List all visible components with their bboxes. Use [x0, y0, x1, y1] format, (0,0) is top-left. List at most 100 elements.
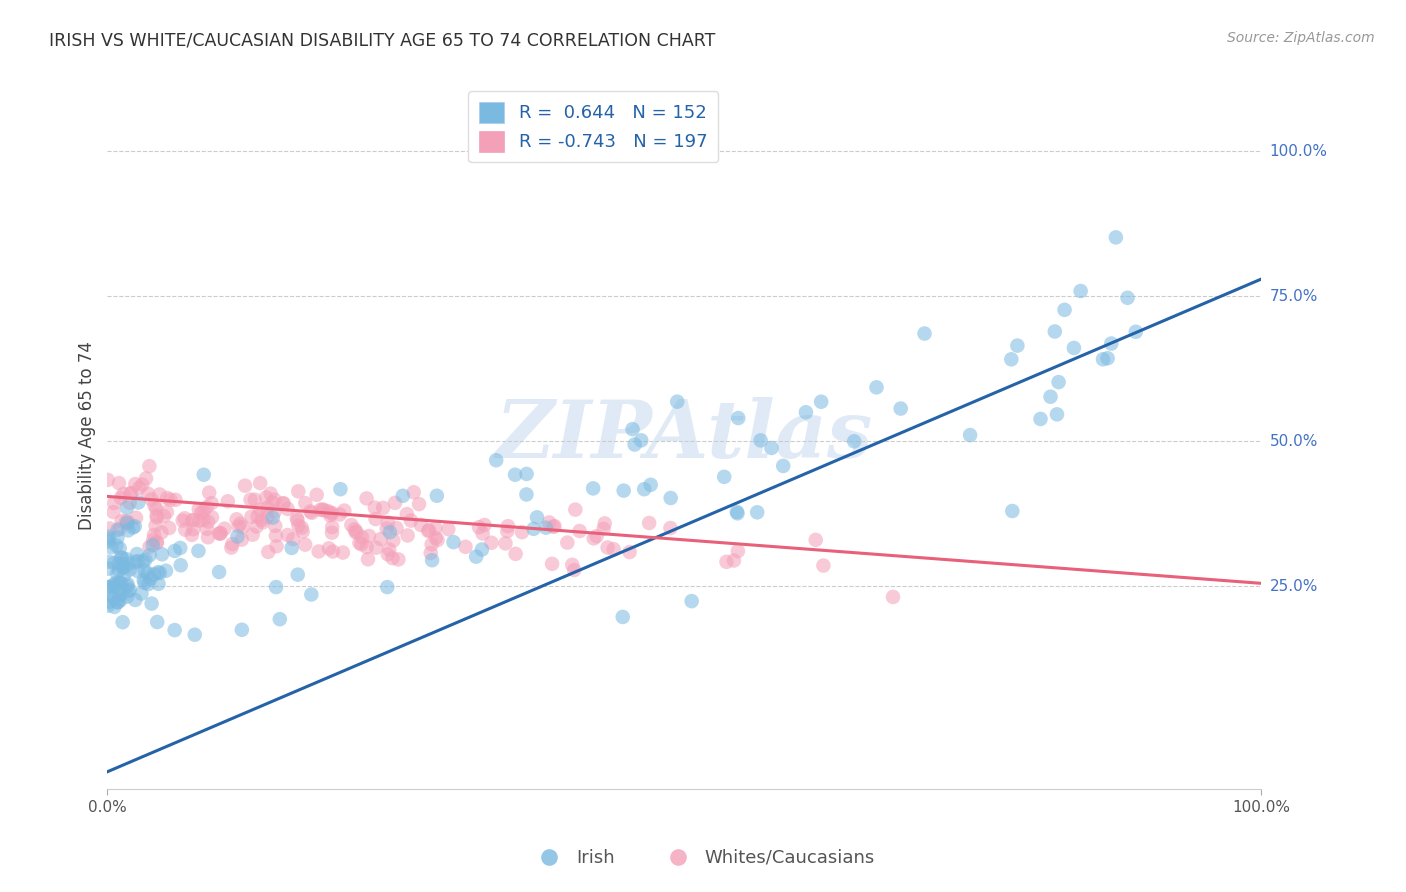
Point	[259, 486, 281, 500]
Point	[125, 555, 148, 569]
Point	[153, 509, 176, 524]
Point	[281, 532, 304, 546]
Point	[184, 628, 207, 642]
Point	[396, 528, 419, 542]
Point	[187, 544, 209, 558]
Point	[523, 522, 546, 536]
Point	[287, 567, 309, 582]
Point	[727, 506, 749, 520]
Point	[510, 525, 533, 540]
Point	[329, 508, 352, 522]
Point	[582, 481, 605, 495]
Point	[169, 541, 191, 555]
Point	[612, 610, 634, 624]
Point	[262, 495, 284, 509]
Point	[277, 502, 299, 516]
Point	[136, 487, 159, 501]
Point	[232, 520, 254, 534]
Point	[505, 547, 527, 561]
Point	[132, 554, 155, 568]
Point	[408, 497, 430, 511]
Point	[125, 510, 148, 524]
Point	[225, 512, 247, 526]
Point	[240, 509, 263, 524]
Point	[1097, 351, 1119, 366]
Point	[97, 580, 120, 594]
Point	[890, 401, 912, 416]
Point	[172, 514, 194, 528]
Point	[280, 541, 302, 555]
Point	[543, 519, 565, 533]
Point	[138, 540, 160, 554]
Point	[249, 476, 271, 491]
Point	[264, 580, 287, 594]
Point	[681, 594, 703, 608]
Point	[332, 545, 354, 559]
Point	[117, 515, 139, 529]
Point	[266, 539, 288, 553]
Point	[254, 491, 277, 505]
Point	[146, 535, 169, 549]
Point	[285, 511, 308, 525]
Point	[356, 491, 378, 506]
Point	[308, 544, 330, 558]
Point	[959, 428, 981, 442]
Point	[103, 591, 125, 605]
Point	[377, 516, 399, 530]
Point	[138, 459, 160, 474]
Point	[329, 482, 352, 496]
Point	[148, 577, 170, 591]
Point	[229, 516, 252, 531]
Point	[208, 565, 231, 579]
Point	[465, 549, 488, 564]
Point	[124, 519, 146, 533]
Point	[110, 550, 132, 565]
Point	[110, 576, 132, 591]
Point	[115, 516, 138, 530]
Point	[112, 567, 135, 582]
Point	[188, 514, 211, 528]
Point	[263, 492, 285, 507]
Point	[378, 525, 401, 540]
Point	[443, 535, 465, 549]
Point	[118, 496, 141, 510]
Point	[257, 545, 280, 559]
Point	[914, 326, 936, 341]
Point	[557, 535, 579, 549]
Point	[538, 516, 561, 530]
Point	[146, 510, 169, 524]
Point	[287, 518, 309, 533]
Point	[105, 595, 128, 609]
Point	[474, 518, 496, 533]
Point	[526, 510, 548, 524]
Point	[115, 552, 138, 566]
Point	[120, 486, 142, 500]
Point	[226, 529, 249, 543]
Point	[120, 486, 142, 500]
Point	[156, 491, 179, 505]
Legend: R =  0.644   N = 152, R = -0.743   N = 197: R = 0.644 N = 152, R = -0.743 N = 197	[468, 91, 718, 162]
Point	[305, 488, 328, 502]
Point	[321, 520, 343, 534]
Point	[201, 510, 224, 524]
Point	[103, 599, 125, 614]
Point	[582, 532, 605, 546]
Point	[197, 515, 219, 529]
Point	[118, 582, 141, 597]
Point	[419, 546, 441, 560]
Point	[496, 524, 519, 539]
Point	[209, 526, 232, 541]
Point	[98, 595, 121, 609]
Point	[392, 489, 415, 503]
Point	[273, 496, 295, 510]
Point	[132, 573, 155, 587]
Point	[340, 518, 363, 533]
Point	[97, 530, 120, 544]
Point	[593, 516, 616, 531]
Point	[197, 530, 219, 544]
Point	[321, 525, 343, 540]
Point	[772, 458, 794, 473]
Point	[131, 586, 153, 600]
Point	[150, 525, 173, 540]
Point	[602, 542, 624, 557]
